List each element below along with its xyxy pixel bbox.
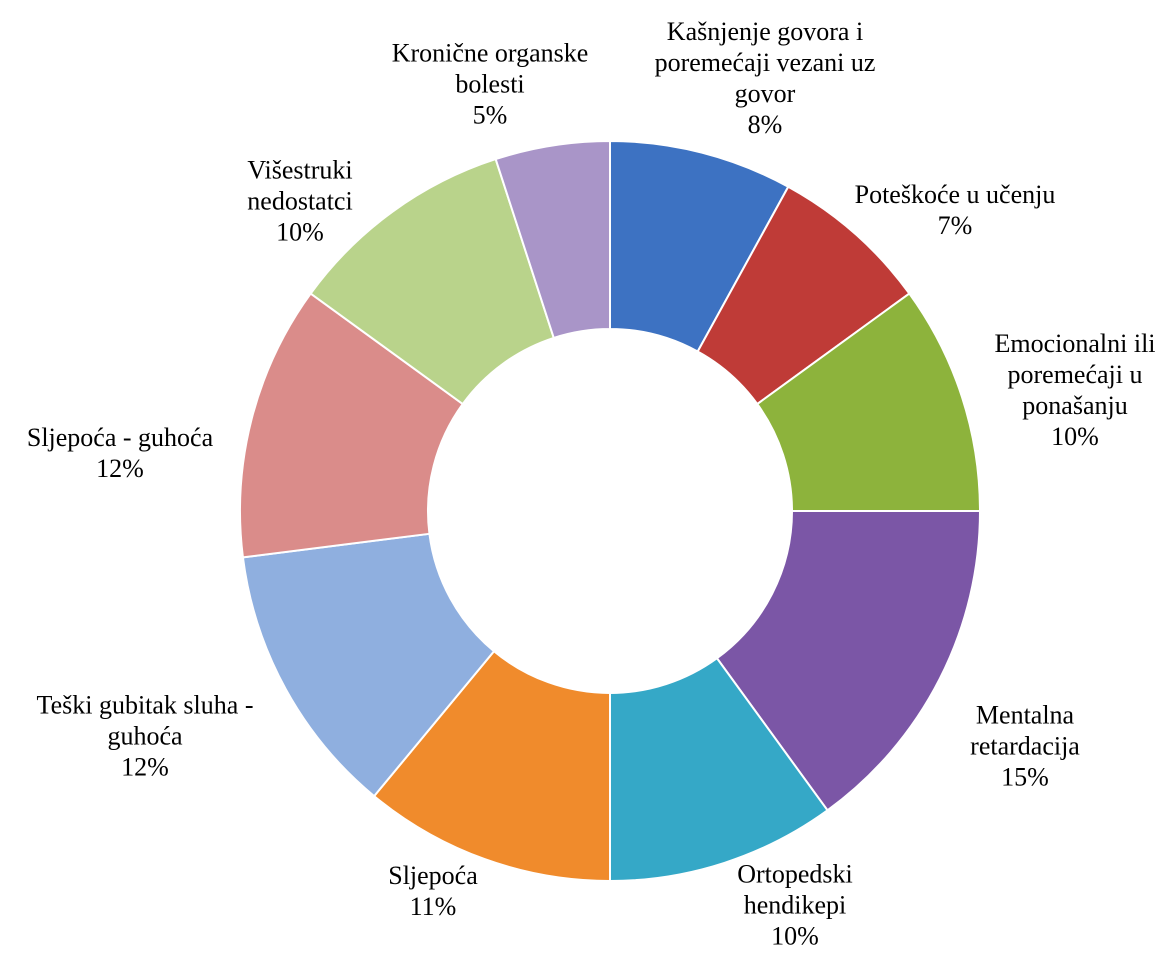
slice-label: Teški gubitak sluha - guhoća 12% xyxy=(15,690,275,783)
category-name: Mentalna retardacija xyxy=(970,700,1080,761)
slice-label: Sljepoća 11% xyxy=(353,860,513,922)
donut-slice xyxy=(241,532,496,798)
slice-label: Kašnjenje govora i poremećaji vezani uz … xyxy=(630,16,900,140)
donut-slice xyxy=(494,139,611,340)
slice-label: Mentalna retardacija 15% xyxy=(945,700,1105,793)
category-name: Emocionalni ili poremećaji u ponašanju xyxy=(994,329,1156,420)
category-name: Višestruki nedostatci xyxy=(247,155,353,216)
category-name: Sljepoća - guhoća xyxy=(26,423,214,452)
category-name: Kašnjenje govora i poremećaji vezani uz … xyxy=(654,17,876,108)
donut-slice xyxy=(239,292,465,559)
slice-label: Sljepoća - guhoća 12% xyxy=(0,422,240,484)
value-label: 12% xyxy=(96,454,144,483)
category-name: Sljepoća xyxy=(388,861,478,890)
value-label: 15% xyxy=(1001,762,1049,792)
slice-label: Ortopedski hendikepi 10% xyxy=(715,859,875,952)
slice-label: Kronične organske bolesti 5% xyxy=(365,38,615,131)
value-label: 11% xyxy=(409,892,457,921)
value-label: 10% xyxy=(1051,422,1099,451)
category-name: Ortopedski hendikepi xyxy=(737,859,853,920)
value-label: 10% xyxy=(771,921,819,951)
value-label: 5% xyxy=(472,100,508,130)
value-label: 12% xyxy=(121,752,169,782)
category-name: Teški gubitak sluha - guhoća xyxy=(36,690,254,751)
donut-slice xyxy=(715,510,982,812)
value-label: 10% xyxy=(276,217,324,247)
value-label: 7% xyxy=(937,211,973,240)
slice-label: Višestruki nedostatci 10% xyxy=(220,155,380,248)
category-name: Kronične organske bolesti xyxy=(391,38,589,99)
slice-label: Emocionalni ili poremećaji u ponašanju 10… xyxy=(980,328,1158,452)
category-name: Poteškoće u učenju xyxy=(854,180,1056,209)
value-label: 8% xyxy=(747,110,783,139)
slice-label: Poteškoće u učenju 7% xyxy=(825,179,1085,241)
